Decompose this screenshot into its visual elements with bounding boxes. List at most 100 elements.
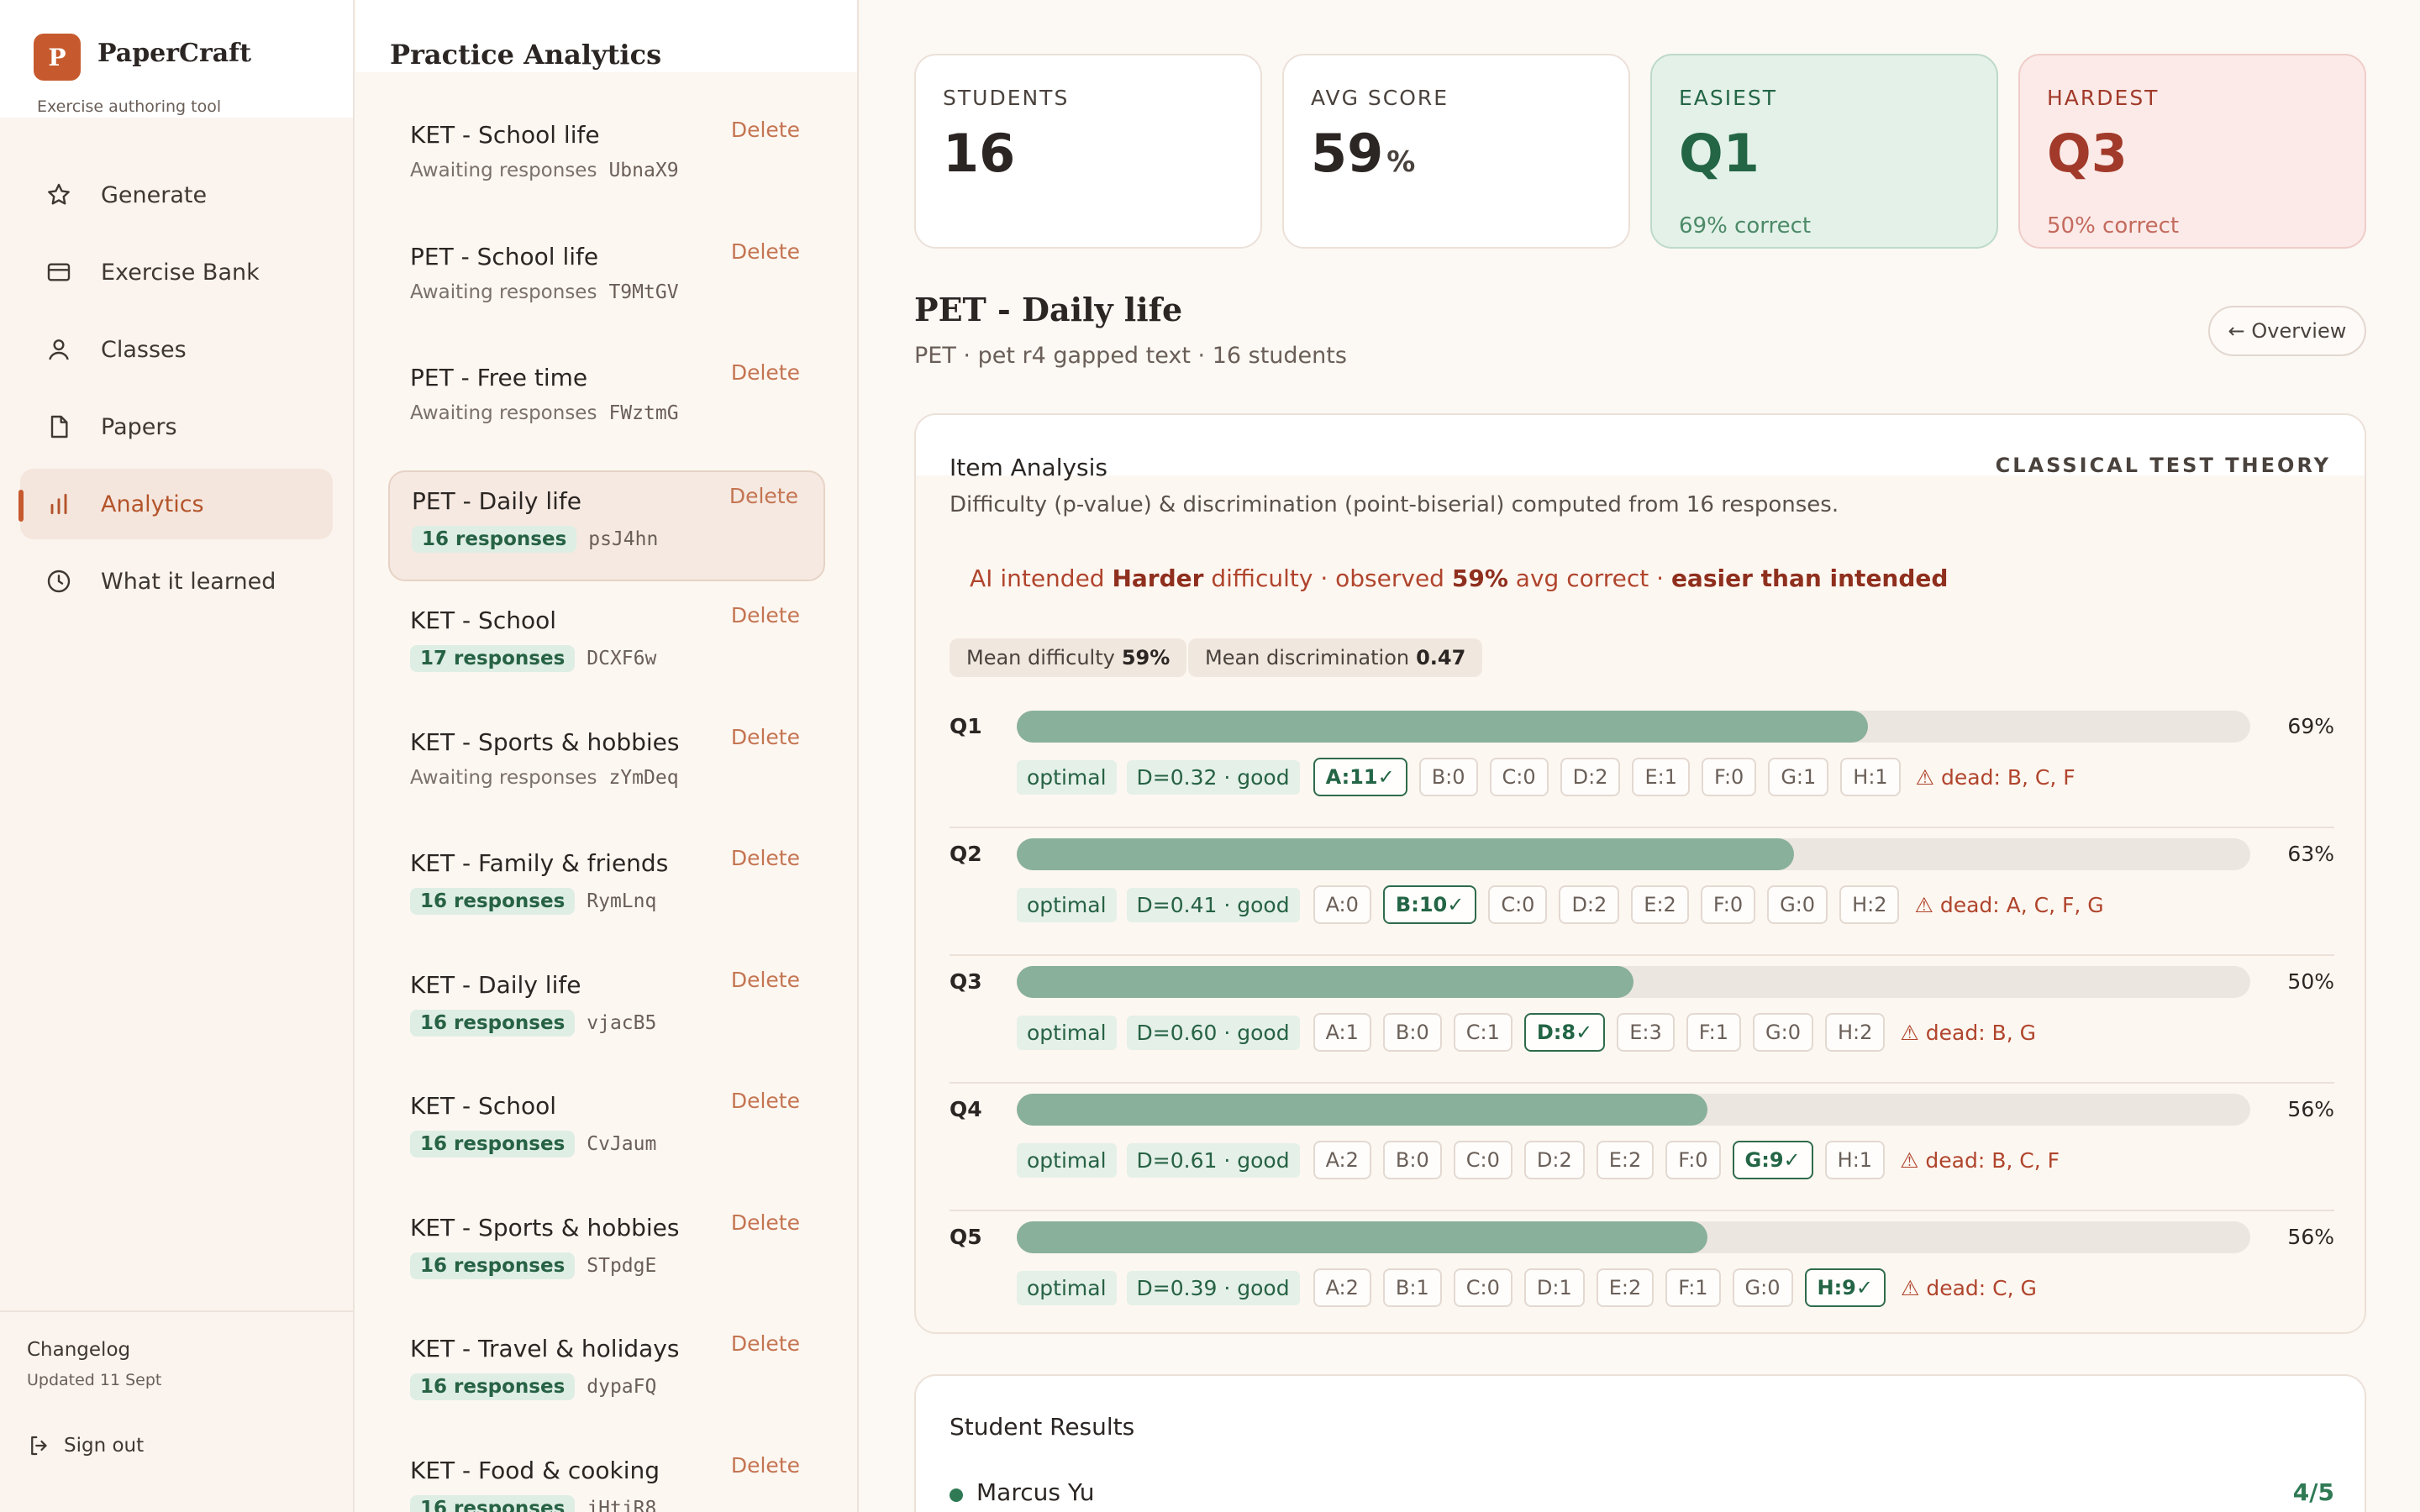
stat-card-students: STUDENTS 16 [914, 54, 1262, 249]
difficulty-bar [1017, 1221, 2250, 1253]
paper-meta: Awaiting responses T9MtGV [410, 281, 679, 303]
paper-list-item[interactable]: KET - School life Delete Awaiting response… [388, 106, 825, 217]
stat-label: HARDEST [2047, 86, 2160, 110]
option-chip: C:1 [1453, 1013, 1512, 1052]
delete-button[interactable]: Delete [730, 1089, 800, 1113]
student-results-title: Student Results [950, 1413, 1135, 1441]
paper-code: CvJaum [587, 1133, 657, 1155]
clock-icon [42, 564, 76, 598]
card-icon [42, 255, 76, 289]
paper-name: PET - School life [410, 242, 599, 270]
delete-button[interactable]: Delete [730, 1452, 800, 1478]
delete-button[interactable]: Delete [730, 846, 800, 870]
nav-item-analytics[interactable]: Analytics [20, 469, 333, 539]
difficulty-status-tag: optimal [1017, 887, 1117, 922]
option-chip: H:2 [1839, 885, 1900, 924]
paper-code: DCXF6w [587, 648, 657, 669]
paper-list-item[interactable]: PET - Free time Delete Awaiting responses F… [388, 349, 825, 459]
changelog-link[interactable]: Changelog [27, 1339, 131, 1361]
paper-list-item[interactable]: PET - Daily life Delete 16 responses psJ4hn [388, 470, 825, 581]
option-chip: G:0 [1753, 1013, 1813, 1052]
option-chip: F:0 [1702, 758, 1757, 796]
paper-meta: 16 responses jHtjR8 [410, 1494, 656, 1512]
paper-name: KET - School [410, 1092, 557, 1120]
main-content: STUDENTS 16 AVG SCORE 59% EASIEST Q1 69%… [860, 0, 2420, 1512]
paper-meta: 17 responses DCXF6w [410, 645, 656, 672]
question-row: Q3 50% optimal D=0.60 · good A:1 B:0 C:1 D:8✓ E:… [950, 958, 2334, 1084]
paper-list-item[interactable]: KET - Family & friends Delete 16 responses… [388, 834, 825, 945]
paper-meta: 16 responses STpdgE [410, 1252, 656, 1279]
sidebar-divider [0, 1310, 353, 1312]
responses-badge: 16 responses [412, 525, 577, 553]
stat-label: EASIEST [1679, 86, 1778, 110]
correct-option-chip: D:8✓ [1523, 1013, 1606, 1052]
question-tags: optimal D=0.41 · good A:0 B:10✓ C:0 D:2 E:2 F:0… [1017, 885, 2104, 924]
observed-score: 59% [1451, 564, 1508, 592]
paper-list-item[interactable]: PET - School life Delete Awaiting response… [388, 228, 825, 339]
stat-card-easiest: EASIEST Q1 69% correct [1650, 54, 1998, 249]
delete-button[interactable]: Delete [730, 724, 800, 749]
student-row[interactable]: Marcus Yu 4/5 [950, 1478, 2334, 1509]
option-chip: H:1 [1840, 758, 1901, 796]
delete-button[interactable]: Delete [729, 483, 798, 508]
percent-correct: 63% [2287, 842, 2334, 866]
question-label: Q3 [950, 969, 982, 994]
delete-button[interactable]: Delete [730, 1210, 800, 1235]
sign-out-icon [31, 1436, 47, 1456]
question-row: Q2 63% optimal D=0.41 · good A:0 B:10✓ C:0 D:2 E… [950, 830, 2334, 956]
delete-button[interactable]: Delete [730, 967, 800, 992]
paper-list-item[interactable]: KET - Sports & hobbies Delete 16 responses… [388, 1199, 825, 1310]
method-label: CLASSICAL TEST THEORY [1995, 454, 2331, 477]
paper-list-item[interactable]: KET - School Delete 16 responses CvJaum [388, 1077, 825, 1188]
delete-button[interactable]: Delete [730, 1331, 800, 1356]
discrimination-tag: D=0.60 · good [1126, 1015, 1300, 1050]
stat-label: AVG SCORE [1311, 86, 1449, 110]
nav-label: What it learned [101, 568, 276, 595]
option-chip: C:0 [1453, 1141, 1512, 1179]
list-title: Practice Analytics [390, 39, 662, 71]
question-label: Q5 [950, 1225, 982, 1249]
delete-button[interactable]: Delete [730, 239, 800, 264]
paper-list-item[interactable]: KET - Travel & holidays Delete 16 response… [388, 1320, 825, 1431]
callout-text: difficulty · observed [1203, 564, 1452, 592]
nav-label: Exercise Bank [101, 259, 260, 286]
paper-code: dypaFQ [587, 1376, 657, 1398]
student-results-card: Student Results Marcus Yu 4/5 [914, 1374, 2366, 1512]
paper-name: KET - Travel & holidays [410, 1335, 680, 1362]
sign-out-button[interactable]: Sign out [27, 1433, 144, 1458]
delete-button[interactable]: Delete [730, 360, 800, 385]
delete-button[interactable]: Delete [730, 118, 800, 142]
delete-button[interactable]: Delete [730, 603, 800, 627]
question-tags: optimal D=0.60 · good A:1 B:0 C:1 D:8✓ E:3 F:1 G… [1017, 1013, 2036, 1052]
question-tags: optimal D=0.61 · good A:2 B:0 C:0 D:2 E:2 F:0 G:… [1017, 1141, 2060, 1179]
paper-meta: 16 responses vjacB5 [410, 1009, 656, 1037]
correct-option-chip: G:9✓ [1732, 1141, 1813, 1179]
nav-item-what-it-learned[interactable]: What it learned [20, 546, 333, 617]
stat-value: Q3 [2047, 123, 2128, 184]
card-header [916, 415, 2365, 475]
difficulty-bar-fill [1017, 1221, 1708, 1253]
nav-item-generate[interactable]: Generate [20, 160, 333, 230]
mean-difficulty-pill: Mean difficulty 59% [950, 638, 1187, 677]
question-row: Q5 56% optimal D=0.39 · good A:2 B:1 C:0 D:1 E:2… [950, 1213, 2334, 1332]
paper-list-item[interactable]: KET - Daily life Delete 16 responses vjacB5 [388, 956, 825, 1067]
question-label: Q1 [950, 714, 982, 738]
paper-meta: Awaiting responses FWztmG [410, 402, 679, 424]
nav-item-papers[interactable]: Papers [20, 391, 333, 462]
option-chip: D:2 [1560, 758, 1621, 796]
nav-item-exercise-bank[interactable]: Exercise Bank [20, 237, 333, 307]
pill-value: 59% [1121, 646, 1171, 669]
question-label: Q4 [950, 1097, 982, 1121]
nav-item-classes[interactable]: Classes [20, 314, 333, 385]
paper-list-item[interactable]: KET - Sports & hobbies Delete Awaiting res… [388, 713, 825, 824]
correct-option-chip: A:11✓ [1313, 758, 1407, 796]
stat-card-hardest: HARDEST Q3 50% correct [2018, 54, 2366, 249]
question-tags: optimal D=0.39 · good A:2 B:1 C:0 D:1 E:2 F:1 G:… [1017, 1268, 2037, 1307]
overview-button[interactable]: ← Overview [2208, 306, 2366, 356]
paper-list-item[interactable]: KET - School Delete 17 responses DCXF6w [388, 591, 825, 702]
paper-list-item[interactable]: KET - Food & cooking Delete 16 responses jH… [388, 1441, 825, 1512]
option-chip: F:1 [1665, 1268, 1721, 1307]
option-chip: E:2 [1596, 1268, 1655, 1307]
stat-value: 59% [1311, 123, 1415, 184]
pill-label: Mean discrimination [1205, 646, 1410, 669]
